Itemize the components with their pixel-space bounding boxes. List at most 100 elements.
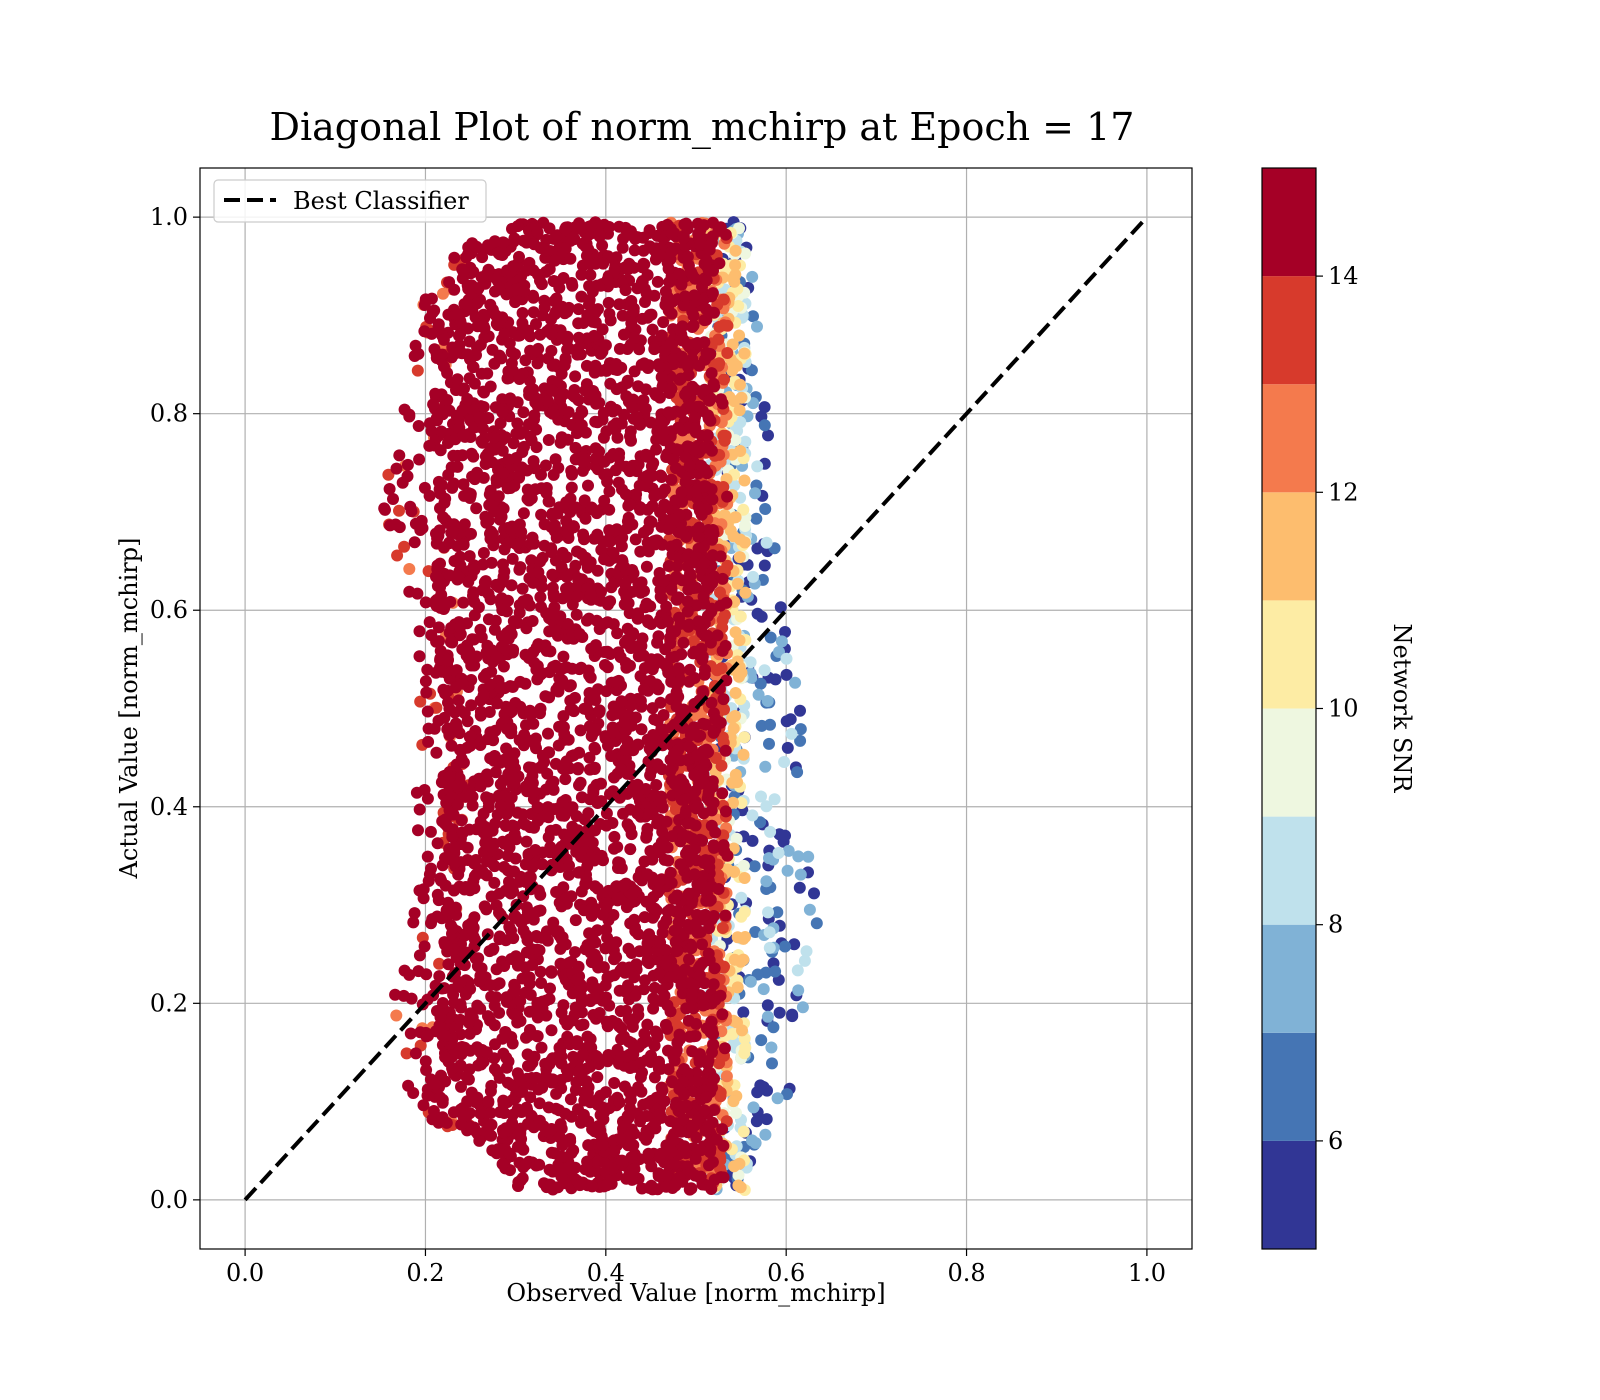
scatter-point [580, 873, 593, 886]
scatter-point [489, 614, 502, 627]
scatter-point [572, 572, 584, 585]
scatter-point [683, 459, 696, 472]
scatter-point [687, 319, 700, 332]
scatter-point [693, 1056, 706, 1068]
scatter-point [728, 865, 741, 878]
scatter-point [582, 807, 595, 820]
scatter-point [622, 263, 635, 276]
scatter-point [506, 552, 519, 565]
scatter-point [653, 360, 666, 373]
scatter-point [504, 482, 517, 494]
scatter-point [596, 908, 609, 921]
scatter-point [802, 850, 815, 863]
scatter-point [738, 474, 751, 487]
scatter-point [581, 1030, 594, 1043]
scatter-point [506, 770, 519, 783]
scatter-point [635, 276, 648, 289]
scatter-point [632, 1003, 644, 1016]
scatter-point [549, 358, 562, 371]
scatter-point [788, 938, 801, 951]
scatter-point [759, 760, 772, 773]
scatter-point [718, 609, 731, 622]
scatter-point [662, 1063, 675, 1076]
scatter-point [575, 268, 588, 281]
scatter-point [471, 466, 483, 479]
scatter-point [577, 456, 590, 468]
scatter-point [615, 695, 628, 708]
scatter-point [751, 320, 763, 333]
scatter-point [493, 887, 506, 900]
scatter-point [652, 875, 665, 888]
scatter-point [715, 662, 728, 675]
scatter-point [568, 501, 581, 514]
scatter-point [544, 1178, 557, 1191]
scatter-point [597, 257, 610, 270]
scatter-point [624, 498, 637, 511]
scatter-point [446, 481, 459, 494]
scatter-point [662, 854, 675, 867]
scatter-point [745, 671, 758, 684]
scatter-point [535, 508, 548, 521]
scatter-point [619, 752, 632, 765]
scatter-point [635, 1085, 648, 1098]
scatter-point [608, 953, 620, 966]
scatter-point [508, 747, 521, 760]
scatter-point [431, 532, 444, 545]
scatter-point [627, 305, 640, 318]
scatter-point [690, 1131, 703, 1144]
scatter-point [595, 585, 607, 598]
scatter-point [673, 1028, 686, 1041]
scatter-point [557, 677, 570, 690]
scatter-point [554, 957, 567, 970]
scatter-point [510, 427, 523, 440]
scatter-point [484, 593, 497, 606]
scatter-point [729, 244, 742, 257]
scatter-point [457, 478, 470, 491]
scatter-point [596, 345, 609, 358]
scatter-point [651, 636, 664, 649]
scatter-point [517, 924, 530, 937]
scatter-point [476, 251, 489, 264]
scatter-point [572, 331, 585, 344]
scatter-point [646, 702, 659, 715]
scatter-point [488, 876, 501, 889]
scatter-point [573, 1179, 586, 1192]
scatter-point [611, 431, 624, 444]
scatter-point [664, 1005, 677, 1018]
scatter-point [555, 1122, 568, 1135]
scatter-point [764, 718, 776, 731]
scatter-point [572, 1066, 585, 1078]
scatter-point [466, 799, 479, 812]
scatter-point [572, 303, 585, 316]
scatter-point [566, 468, 578, 481]
scatter-point [559, 1107, 572, 1120]
scatter-point [500, 288, 513, 301]
scatter-point [703, 306, 716, 319]
scatter-point [519, 858, 532, 871]
scatter-point [504, 680, 517, 693]
scatter-point [750, 1115, 763, 1128]
scatter-point [545, 546, 558, 559]
scatter-point [601, 597, 614, 610]
scatter-point [616, 1154, 628, 1167]
scatter-point [718, 373, 730, 386]
scatter-point [603, 503, 616, 516]
scatter-point [653, 1059, 666, 1071]
scatter-point [453, 1041, 466, 1054]
scatter-point [613, 892, 626, 905]
scatter-point [634, 545, 647, 558]
scatter-point [492, 247, 505, 259]
scatter-point [477, 308, 490, 321]
scatter-point [660, 1180, 673, 1193]
scatter-point [554, 1131, 566, 1144]
scatter-point [626, 888, 639, 901]
scatter-point [763, 926, 776, 939]
scatter-point [697, 219, 710, 232]
scatter-point [794, 734, 807, 747]
scatter-point [446, 1062, 459, 1075]
scatter-point [477, 689, 490, 702]
scatter-point [583, 280, 596, 292]
scatter-point [567, 1050, 580, 1063]
scatter-point [520, 264, 533, 277]
scatter-point [625, 295, 638, 307]
